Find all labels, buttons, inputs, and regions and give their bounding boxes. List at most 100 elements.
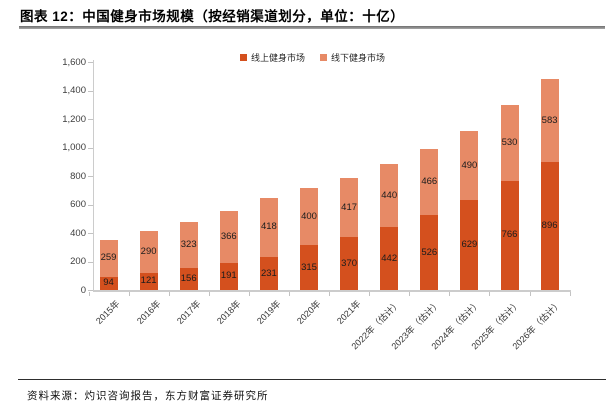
bar-segment-offline	[420, 148, 439, 215]
y-axis-tick	[88, 147, 93, 149]
bar-label-online: 191	[220, 270, 237, 282]
y-axis-tick-label: 1,000	[62, 142, 86, 153]
x-axis-category-label: 2021年	[334, 298, 363, 327]
bar-segment-offline	[300, 188, 318, 246]
legend-item: 线下健身市场	[320, 51, 385, 64]
bar-segment-offline	[540, 79, 559, 163]
source-note: 资料来源：灼识咨询报告，东方财富证券研究所	[27, 390, 269, 402]
bar-label-offline: 290	[140, 246, 157, 258]
legend-label: 线下健身市场	[331, 53, 386, 63]
x-axis-category-label: 2019年	[254, 298, 283, 327]
bar-label-offline: 323	[180, 238, 197, 250]
y-axis-tick-label: 600	[70, 199, 86, 210]
bar-segment-online	[259, 257, 278, 290]
bar-label-online: 370	[341, 257, 358, 269]
y-axis-tick	[88, 261, 93, 263]
chart-legend: 线上健身市场 线下健身市场	[240, 51, 385, 64]
x-axis-category-label: 2015年	[94, 298, 122, 327]
bar-label-online: 766	[501, 229, 518, 241]
bar-segment-online	[340, 237, 359, 290]
y-axis-tick-label: 1,200	[62, 113, 86, 125]
y-axis-tick-label: 200	[70, 256, 86, 267]
bar-segment-online	[300, 245, 318, 290]
legend-swatch-icon	[240, 54, 247, 61]
bar-segment-online	[139, 272, 158, 290]
bar-label-offline: 366	[220, 230, 237, 242]
bar-segment-offline	[380, 164, 399, 227]
bar-segment-online	[540, 162, 559, 290]
bar-segment-offline	[139, 231, 158, 273]
bar-segment-offline	[340, 177, 359, 238]
y-axis-tick-label: 0	[80, 284, 86, 296]
bar-segment-online	[380, 227, 399, 290]
legend-swatch-icon	[320, 54, 328, 61]
y-axis-tick	[88, 62, 93, 63]
x-axis-tick	[489, 292, 491, 296]
bar-label-online: 896	[541, 220, 558, 232]
x-axis-category-label: 2018年	[214, 298, 243, 327]
y-axis-tick	[88, 233, 93, 234]
y-axis-tick	[88, 90, 93, 92]
bar-label-online: 526	[421, 246, 438, 258]
y-axis-tick	[88, 204, 93, 206]
y-axis-tick-label: 1,400	[62, 85, 86, 96]
bar-segment-offline	[99, 239, 118, 277]
y-axis-tick-label: 400	[70, 227, 86, 239]
bar-segment-offline	[460, 130, 479, 201]
bar-label-offline: 417	[341, 201, 358, 213]
bar-label-offline: 418	[260, 221, 277, 233]
x-axis-tick	[369, 292, 371, 296]
bar-label-online: 156	[180, 272, 197, 284]
y-axis-tick	[88, 176, 93, 177]
bar-segment-offline	[219, 210, 238, 263]
x-axis-tick	[329, 292, 331, 296]
bar-label-offline: 466	[421, 175, 438, 187]
bar-label-online: 442	[381, 252, 398, 264]
bar-label-online: 94	[103, 277, 114, 289]
bar-segment-online	[219, 262, 238, 290]
x-axis-tick	[168, 292, 170, 296]
x-axis-tick	[449, 292, 451, 296]
bar-label-offline: 530	[501, 137, 518, 149]
bar-label-offline: 490	[461, 159, 478, 171]
x-axis-tick	[569, 292, 571, 296]
bar-segment-offline	[179, 221, 198, 268]
x-axis-category-label: 2020年	[294, 298, 323, 327]
y-axis-tick	[88, 119, 93, 120]
title-divider	[19, 26, 605, 29]
x-axis-tick	[529, 292, 531, 296]
bar-segment-online	[179, 267, 198, 290]
figure-title: 图表 12：中国健身市场规模（按经销渠道划分，单位：十亿）	[20, 9, 405, 24]
x-axis-line	[93, 290, 571, 292]
bar-segment-offline	[500, 105, 519, 181]
footer-divider	[18, 379, 606, 380]
x-axis-tick	[128, 292, 130, 296]
bar-segment-online	[99, 276, 118, 290]
bar-segment-online	[420, 215, 439, 290]
bar-segment-offline	[259, 197, 278, 258]
bar-label-offline: 440	[381, 189, 398, 201]
bar-segment-online	[460, 200, 479, 290]
y-axis-line	[93, 60, 94, 290]
x-axis-tick	[409, 292, 411, 296]
x-axis-category-label: 2016年	[134, 298, 163, 327]
bar-label-online: 121	[140, 275, 157, 287]
bar-label-offline: 259	[100, 252, 117, 264]
x-axis-tick	[288, 292, 290, 296]
legend-item: 线上健身市场	[240, 51, 305, 64]
bar-label-online: 629	[461, 239, 478, 251]
x-axis-tick	[88, 292, 90, 296]
bar-label-online: 315	[301, 261, 317, 273]
bar-segment-online	[500, 180, 519, 290]
y-axis-tick	[88, 290, 93, 291]
y-axis-tick-label: 1,600	[62, 56, 86, 68]
legend-label: 线上健身市场	[251, 53, 306, 63]
x-axis-category-label: 2017年	[174, 298, 203, 327]
x-axis-tick	[208, 292, 210, 296]
x-axis-tick	[248, 292, 250, 296]
bar-label-offline: 400	[301, 210, 317, 222]
bar-label-offline: 583	[541, 114, 558, 126]
y-axis-tick-label: 800	[70, 170, 86, 182]
bar-label-online: 231	[260, 267, 277, 279]
